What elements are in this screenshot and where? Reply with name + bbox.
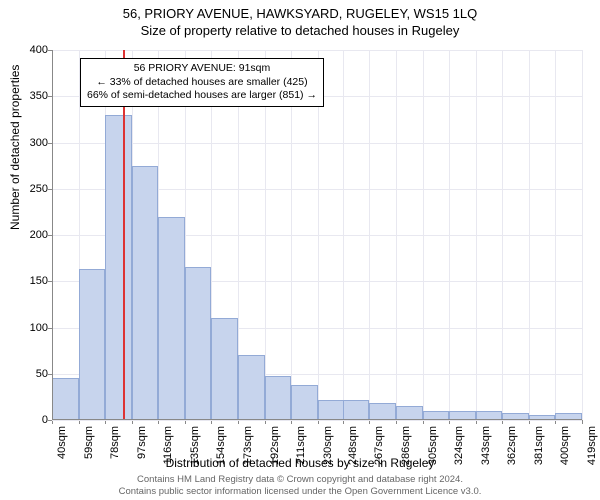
histogram-bar xyxy=(211,318,238,420)
histogram-bar xyxy=(158,217,185,421)
y-tick-label: 200 xyxy=(8,229,48,241)
chart-title: 56, PRIORY AVENUE, HAWKSYARD, RUGELEY, W… xyxy=(0,0,600,21)
annotation-box: 56 PRIORY AVENUE: 91sqm← 33% of detached… xyxy=(80,58,324,107)
plot-area: 40sqm59sqm78sqm97sqm116sqm135sqm154sqm17… xyxy=(52,50,582,420)
histogram-bar xyxy=(238,355,265,420)
x-tick-label: 97sqm xyxy=(136,426,148,459)
x-tick-label: 78sqm xyxy=(109,426,121,459)
histogram-bar xyxy=(79,269,106,420)
histogram-bar xyxy=(318,400,345,420)
y-tick-label: 100 xyxy=(8,322,48,334)
histogram-bar xyxy=(185,267,212,420)
y-tick-label: 150 xyxy=(8,275,48,287)
histogram-bar xyxy=(291,385,318,420)
footer-line: Contains public sector information licen… xyxy=(0,486,600,498)
y-tick-label: 300 xyxy=(8,137,48,149)
histogram-bar xyxy=(343,400,370,420)
y-tick-label: 400 xyxy=(8,44,48,56)
histogram-bar xyxy=(105,115,132,420)
y-tick-label: 350 xyxy=(8,90,48,102)
chart-subtitle: Size of property relative to detached ho… xyxy=(0,21,600,38)
y-tick-label: 50 xyxy=(8,368,48,380)
histogram-bar xyxy=(396,406,423,420)
footer-line: Contains HM Land Registry data © Crown c… xyxy=(0,474,600,486)
x-tick-label: 59sqm xyxy=(83,426,95,459)
histogram-bar xyxy=(132,166,159,420)
y-tick-label: 250 xyxy=(8,183,48,195)
annotation-line: ← 33% of detached houses are smaller (42… xyxy=(87,76,317,90)
footer-attribution: Contains HM Land Registry data © Crown c… xyxy=(0,474,600,498)
histogram-bar xyxy=(265,376,292,420)
annotation-line: 56 PRIORY AVENUE: 91sqm xyxy=(87,62,317,76)
chart-container: 56, PRIORY AVENUE, HAWKSYARD, RUGELEY, W… xyxy=(0,0,600,500)
x-tick-label: 40sqm xyxy=(56,426,68,459)
histogram-bar xyxy=(369,403,396,420)
annotation-line: 66% of semi-detached houses are larger (… xyxy=(87,89,317,103)
x-axis-label: Distribution of detached houses by size … xyxy=(0,456,600,470)
histogram-bar xyxy=(52,378,79,420)
y-tick-label: 0 xyxy=(8,414,48,426)
